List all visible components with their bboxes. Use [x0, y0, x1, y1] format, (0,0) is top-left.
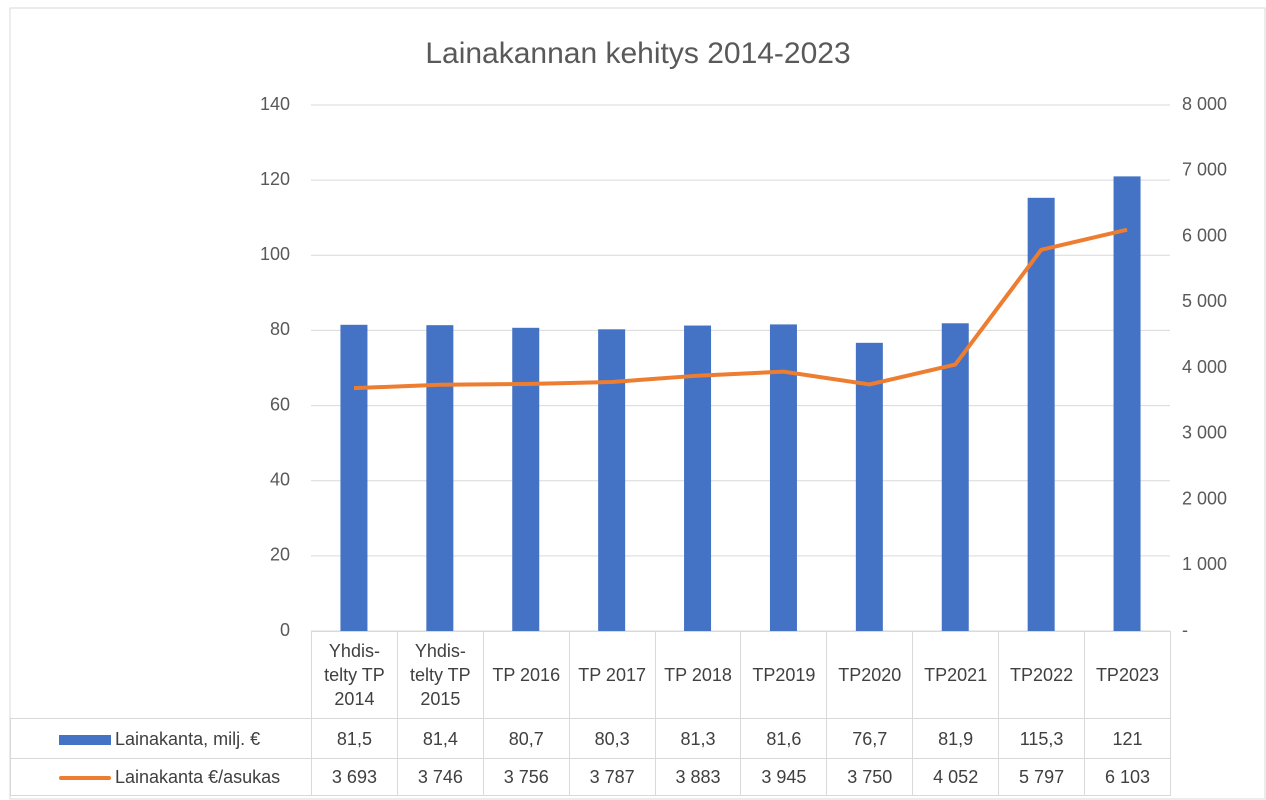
y-tick-label: 80	[270, 319, 290, 339]
data-value: 81,3	[654, 718, 742, 759]
chart-border	[9, 7, 1266, 800]
legend-cell: Lainakanta, milj. €	[10, 718, 312, 759]
category-label: TP 2016	[482, 631, 570, 719]
data-value: 4 052	[912, 758, 1000, 796]
bar	[1027, 197, 1055, 631]
y2-tick-label: 4 000	[1182, 357, 1227, 377]
y-tick-label: 120	[260, 169, 290, 189]
line	[353, 227, 1128, 391]
data-value: 3 693	[311, 758, 398, 796]
y-tick-label: 60	[270, 394, 290, 414]
y-tick-label: 40	[270, 469, 290, 489]
y2-tick-label: 3 000	[1182, 423, 1227, 443]
legend-key	[59, 776, 111, 781]
category-label: TP2019	[740, 631, 828, 719]
data-value: 76,7	[826, 718, 914, 759]
data-value: 3 750	[826, 758, 914, 796]
legend-key	[59, 734, 111, 745]
category-label: TP2023	[1084, 631, 1171, 719]
data-value: 81,4	[396, 718, 484, 759]
legend-label: Lainakanta €/asukas	[115, 767, 281, 787]
category-label: TP2021	[912, 631, 1000, 719]
category-label: TP2022	[998, 631, 1086, 719]
data-value: 3 746	[396, 758, 484, 796]
data-value: 81,9	[912, 718, 1000, 759]
blank-cell	[11, 632, 312, 719]
category-label: TP2020	[826, 631, 914, 719]
y2-tick-label: 2 000	[1182, 488, 1227, 508]
category-label: Yhdis-telty TP 2014	[311, 631, 398, 719]
y-tick-label: 100	[260, 244, 290, 264]
data-value: 81,5	[311, 718, 398, 759]
header-row: Yhdis-telty TP 2014 Yhdis-telty TP 2015 TP…	[11, 631, 1171, 719]
bar	[512, 327, 540, 631]
data-value: 115,3	[998, 718, 1086, 759]
data-value: 80,7	[482, 718, 570, 759]
bar	[340, 324, 368, 631]
bar	[769, 324, 797, 631]
bar	[684, 325, 712, 631]
bar	[941, 323, 969, 631]
data-value: 121	[1084, 718, 1171, 759]
legend-cell: Lainakanta €/asukas	[10, 758, 312, 796]
legend-label: Lainakanta, milj. €	[115, 728, 261, 749]
data-value: 3 945	[740, 758, 828, 796]
bar	[426, 325, 454, 631]
data-table: Yhdis-telty TP 2014 Yhdis-telty TP 2015 TP…	[10, 631, 1171, 796]
data-value: 3 787	[568, 758, 656, 796]
bar	[1113, 176, 1141, 631]
data-value: 80,3	[568, 718, 656, 759]
data-value: 81,6	[740, 718, 828, 759]
bar	[598, 329, 626, 631]
y2-tick-label: -	[1182, 620, 1188, 640]
y-tick-label: 20	[270, 545, 290, 565]
data-value: 6 103	[1084, 758, 1171, 796]
category-label: TP 2017	[568, 631, 656, 719]
y2-tick-label: 8 000	[1182, 94, 1227, 114]
data-value: 3 756	[482, 758, 570, 796]
category-label: TP 2018	[654, 631, 742, 719]
y2-tick-label: 1 000	[1182, 554, 1227, 574]
y-tick-label: 140	[260, 94, 290, 114]
series-row: Lainakanta €/asukas 3 693 3 746 3 756 3 787 3…	[10, 758, 1171, 796]
y2-tick-label: 7 000	[1182, 160, 1227, 180]
y2-tick-label: 6 000	[1182, 225, 1227, 245]
data-value: 3 883	[654, 758, 742, 796]
y-tick-label: 0	[280, 620, 290, 640]
series-row: Lainakanta, milj. €81,5 81,4 80,7 80,3 81,3 8…	[10, 718, 1171, 759]
chart-title: Lainakannan kehitys 2014-2023	[425, 37, 850, 70]
category-label: Yhdis-telty TP 2015	[396, 631, 484, 719]
data-value: 5 797	[998, 758, 1086, 796]
y2-tick-label: 5 000	[1182, 291, 1227, 311]
bar	[855, 342, 883, 631]
